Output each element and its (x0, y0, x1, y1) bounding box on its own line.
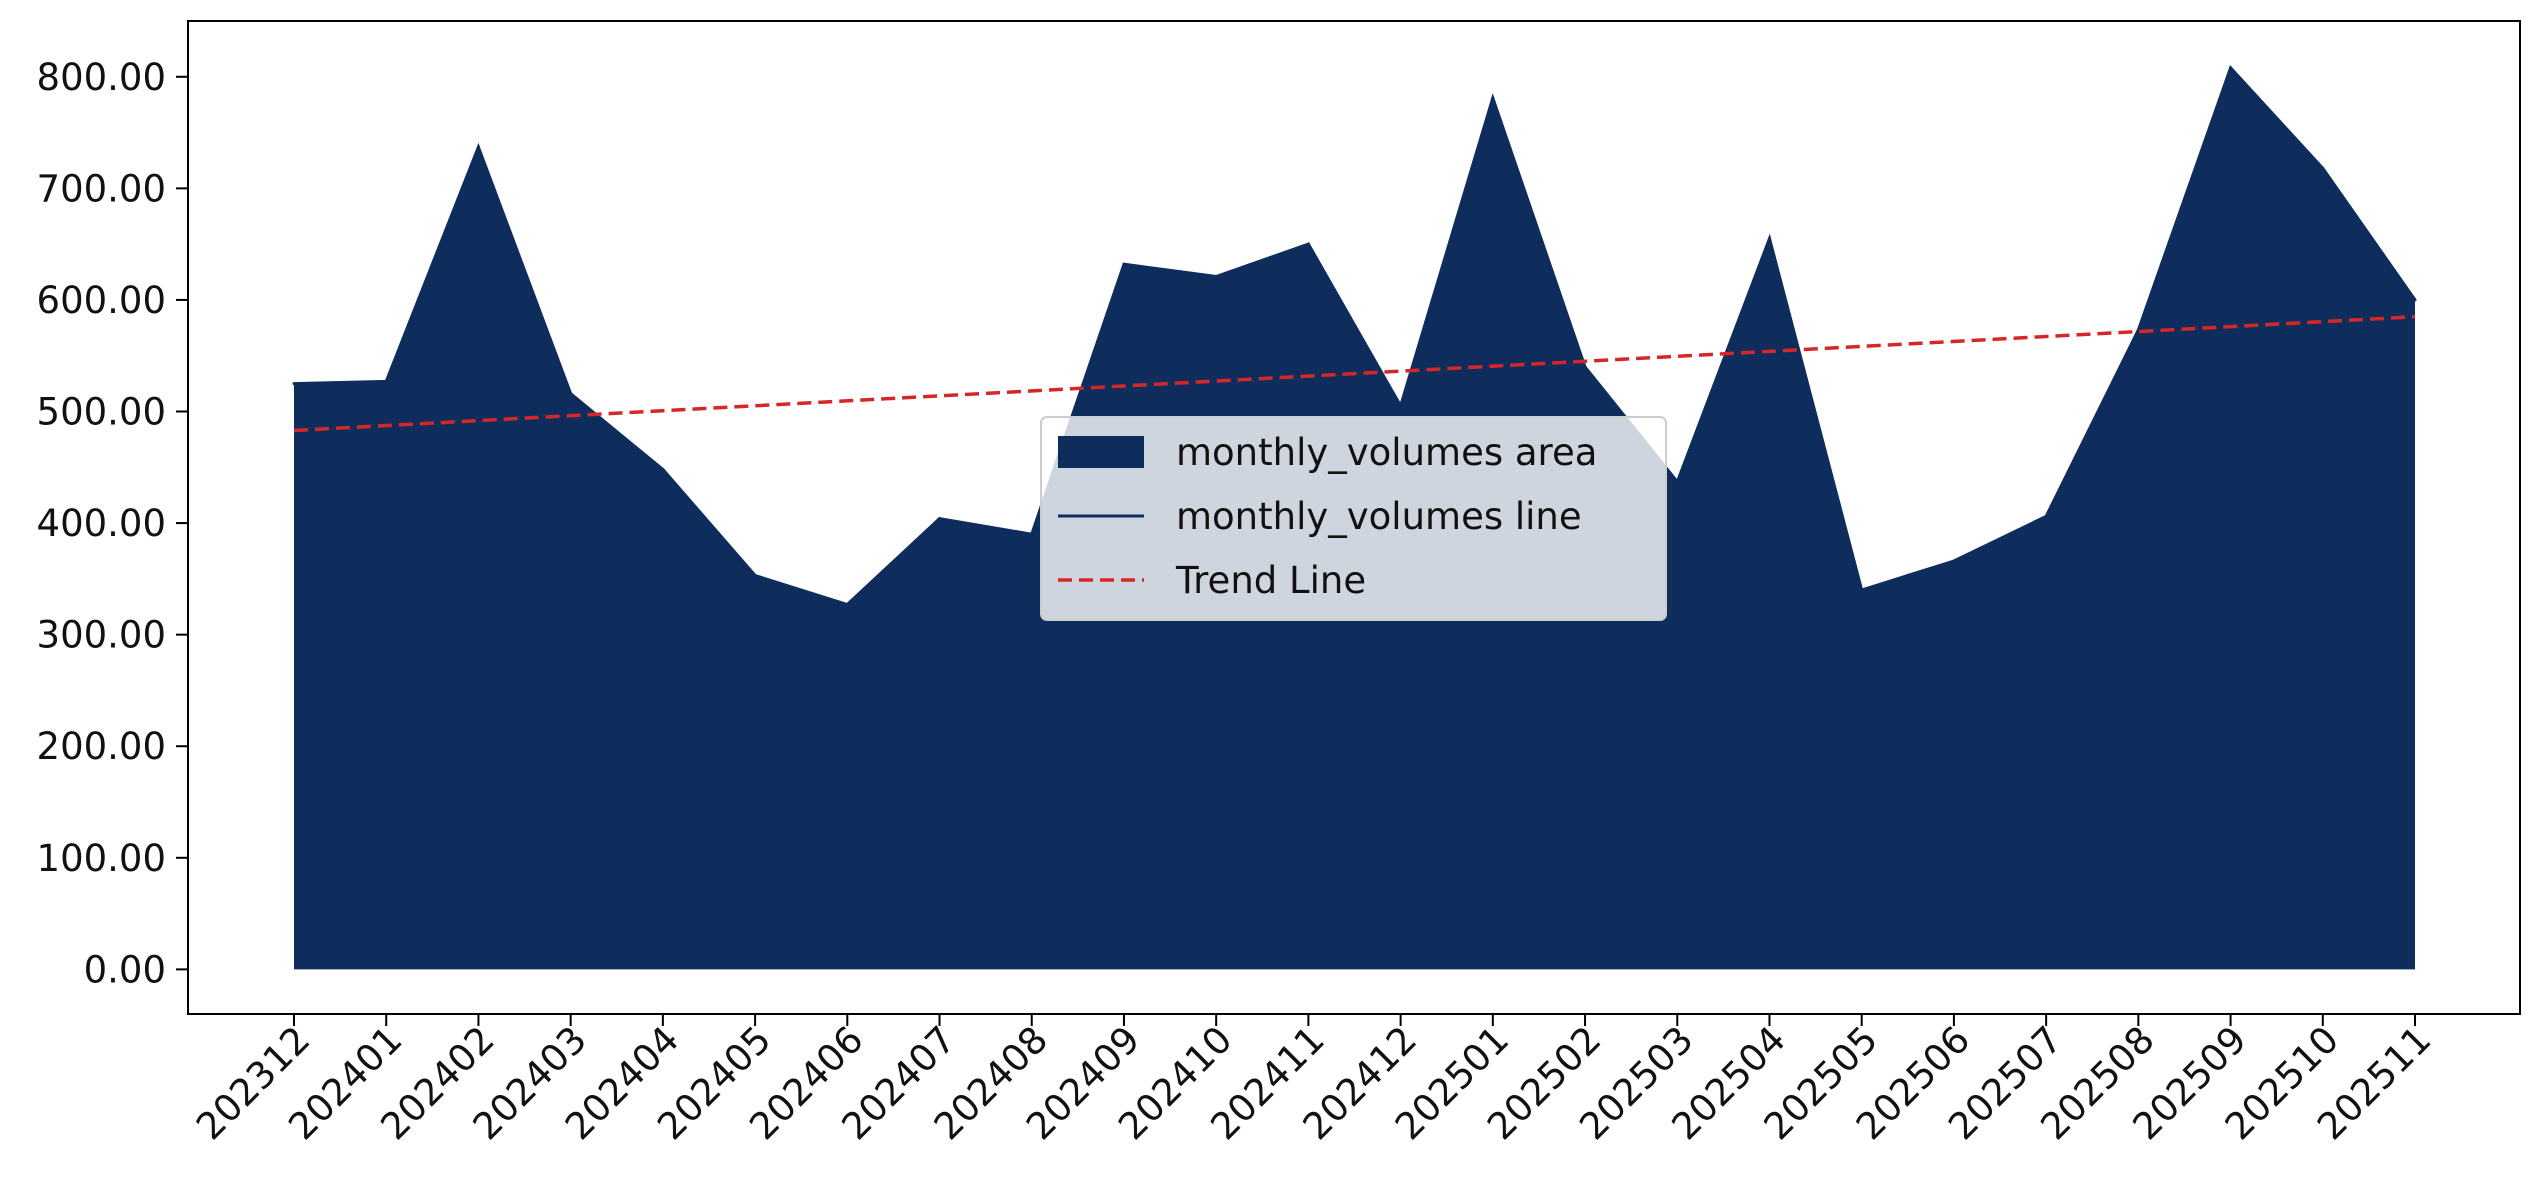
trend-line (293, 314, 2416, 433)
data-point-202501 (1491, 96, 1495, 100)
y-tick-label: 400.00 (37, 502, 166, 545)
y-tick-label: 500.00 (37, 391, 166, 434)
data-point-202502 (1583, 365, 1587, 369)
legend-box (1040, 416, 1667, 621)
y-tick-label: 600.00 (37, 279, 166, 322)
data-point-202508 (2136, 328, 2140, 332)
data-point-202410 (1214, 275, 1218, 278)
data-point-202510 (2321, 166, 2325, 170)
data-point-202511 (2413, 298, 2417, 302)
legend: monthly_volumes area monthly_volumes line… (1040, 416, 1667, 621)
data-point-202412 (1399, 404, 1403, 408)
data-point-202408 (1030, 532, 1034, 536)
line-series-monthly-volumes (293, 65, 2417, 607)
data-point-202407 (938, 517, 941, 521)
y-tick-label: 200.00 (37, 725, 166, 768)
legend-label: monthly_volumes line (1176, 495, 1582, 538)
y-tick-label: 800.00 (37, 56, 166, 99)
data-point-202503 (1675, 480, 1679, 484)
data-point-202401 (384, 379, 388, 383)
data-point-202409 (1122, 262, 1126, 266)
data-point-202509 (2229, 66, 2233, 70)
data-point-202404 (661, 468, 665, 471)
y-tick-label: 700.00 (37, 167, 166, 210)
legend-swatch-area (1058, 436, 1144, 468)
data-point-202405 (753, 574, 757, 577)
data-point-202504 (1768, 237, 1771, 241)
y-tick-label: 300.00 (37, 614, 166, 657)
plot-frame (187, 20, 2521, 1015)
data-point-202506 (1952, 559, 1956, 563)
legend-label: Trend Line (1175, 559, 1366, 602)
data-point-202406 (845, 603, 849, 606)
data-point-202411 (1306, 242, 1310, 246)
data-point-202505 (1860, 588, 1864, 592)
data-point-202507 (2044, 514, 2048, 518)
legend-label: monthly_volumes area (1176, 431, 1597, 474)
data-point-202403 (569, 392, 573, 396)
data-point-202402 (476, 145, 480, 149)
data-point-202312 (292, 382, 296, 386)
y-tick-label: 100.00 (37, 837, 166, 880)
y-tick-label: 0.00 (84, 948, 166, 991)
